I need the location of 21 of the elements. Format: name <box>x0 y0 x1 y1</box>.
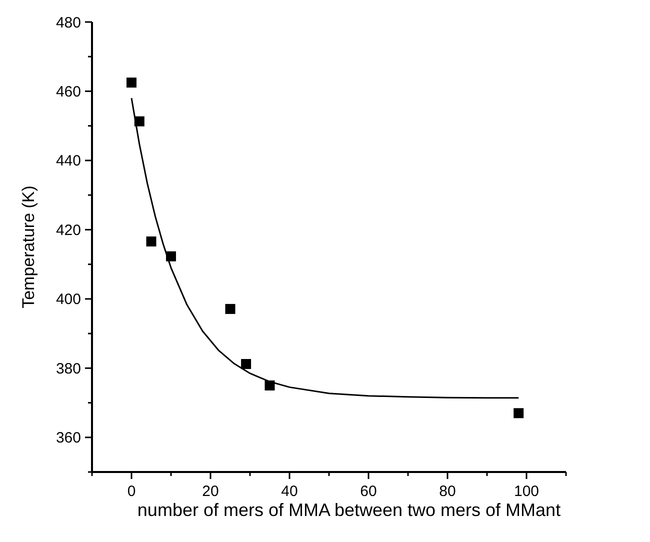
point <box>146 236 156 246</box>
x-tick-label: 100 <box>514 483 540 500</box>
x-tick-label: 20 <box>202 483 219 500</box>
y-tick-label: 460 <box>56 83 81 100</box>
point <box>241 359 252 369</box>
x-tick-label: 40 <box>281 483 298 500</box>
y-tick-label: 400 <box>56 291 81 308</box>
point <box>225 304 236 314</box>
y-tick-label: 480 <box>56 14 81 32</box>
line-series <box>130 97 520 399</box>
y-tick-label: 360 <box>56 430 81 447</box>
x-tick-label: 60 <box>360 483 377 500</box>
y-axis-title: Temperature (K) <box>19 186 38 308</box>
y-tick-label: 440 <box>56 152 81 170</box>
point <box>514 408 524 418</box>
x-tick-label: 80 <box>439 483 456 500</box>
y-tick-label: 420 <box>56 222 81 239</box>
y-tick-label: 380 <box>56 360 81 378</box>
x-tick-label: 0 <box>127 483 136 500</box>
x-axis-title: number of mers of MMA between two mers of MMant <box>137 500 561 520</box>
point <box>126 78 136 88</box>
